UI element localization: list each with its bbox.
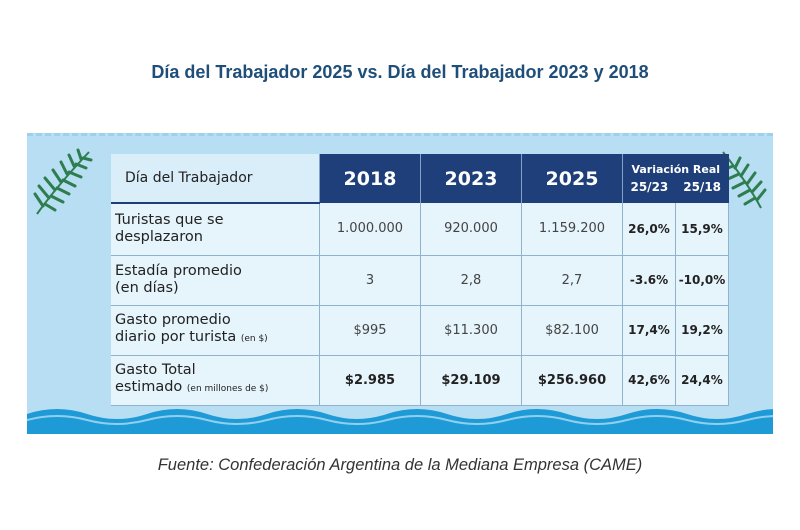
row-label-note: (en millones de $) <box>186 384 269 394</box>
variation-col-25-18: 25/18 <box>683 180 722 194</box>
variation-25-23: 42,6% <box>622 355 676 406</box>
header-label: Día del Trabajador <box>111 154 320 204</box>
row-label-line1: Estadía promedio <box>115 263 242 279</box>
row-label-line1: Gasto promedio <box>115 312 231 328</box>
header-year-2025: 2025 <box>521 154 623 203</box>
header-variation: Variación Real 25/23 25/18 <box>622 154 729 203</box>
table-row: Gasto promedio diario por turista (en $)… <box>111 305 729 356</box>
variation-25-18: 24,4% <box>675 355 729 406</box>
row-label-line1: Gasto Total <box>115 362 196 378</box>
row-label-line2: estimado <box>115 379 183 395</box>
value-2023: $11.300 <box>420 305 522 356</box>
variation-col-25-23: 25/23 <box>630 180 669 194</box>
value-2018: $995 <box>319 305 421 356</box>
value-2023: $29.109 <box>420 355 522 406</box>
row-label-line2: (en días) <box>115 280 179 296</box>
value-2023: 2,8 <box>420 255 522 306</box>
header-year-2023: 2023 <box>420 154 522 203</box>
header-year-2018: 2018 <box>319 154 421 203</box>
variation-25-23: 17,4% <box>622 305 676 356</box>
value-2025: $256.960 <box>521 355 623 406</box>
table-row: Gasto Total estimado (en millones de $) … <box>111 355 729 406</box>
row-label-note: (en $) <box>240 334 268 344</box>
variation-25-23: 26,0% <box>622 203 676 256</box>
value-2025: 2,7 <box>521 255 623 306</box>
page-title: Día del Trabajador 2025 vs. Día del Trab… <box>151 62 649 82</box>
value-2025: $82.100 <box>521 305 623 356</box>
variation-25-23: -3.6% <box>622 255 676 306</box>
table-panel: Día del Trabajador 2018 2023 2025 Variac… <box>27 133 773 434</box>
value-2018: 1.000.000 <box>319 203 421 256</box>
row-label-line2: diario por turista <box>115 329 237 345</box>
value-2018: 3 <box>319 255 421 306</box>
value-2018: $2.985 <box>319 355 421 406</box>
row-label: Gasto promedio diario por turista (en $) <box>111 305 320 356</box>
value-2023: 920.000 <box>420 203 522 256</box>
source-note: Fuente: Confederación Argentina de la Me… <box>157 456 643 474</box>
wave-decoration <box>27 409 773 434</box>
row-label: Gasto Total estimado (en millones de $) <box>111 355 320 406</box>
variation-25-18: 15,9% <box>675 203 729 256</box>
table-row: Turistas que se desplazaron 1.000.000 92… <box>111 203 729 256</box>
table-row: Estadía promedio (en días) 3 2,8 2,7 -3.… <box>111 255 729 306</box>
row-label: Turistas que se desplazaron <box>111 203 320 256</box>
row-label-line2: desplazaron <box>115 229 203 246</box>
row-label-line1: Turistas que se <box>115 212 224 229</box>
row-label: Estadía promedio (en días) <box>111 255 320 306</box>
table-header-row: Día del Trabajador 2018 2023 2025 Variac… <box>111 154 729 204</box>
palm-leaf-icon <box>33 148 93 215</box>
data-table: Día del Trabajador 2018 2023 2025 Variac… <box>111 154 729 406</box>
variation-25-18: 19,2% <box>675 305 729 356</box>
variation-title: Variación Real <box>631 163 721 176</box>
variation-25-18: -10,0% <box>675 255 729 306</box>
value-2025: 1.159.200 <box>521 203 623 256</box>
